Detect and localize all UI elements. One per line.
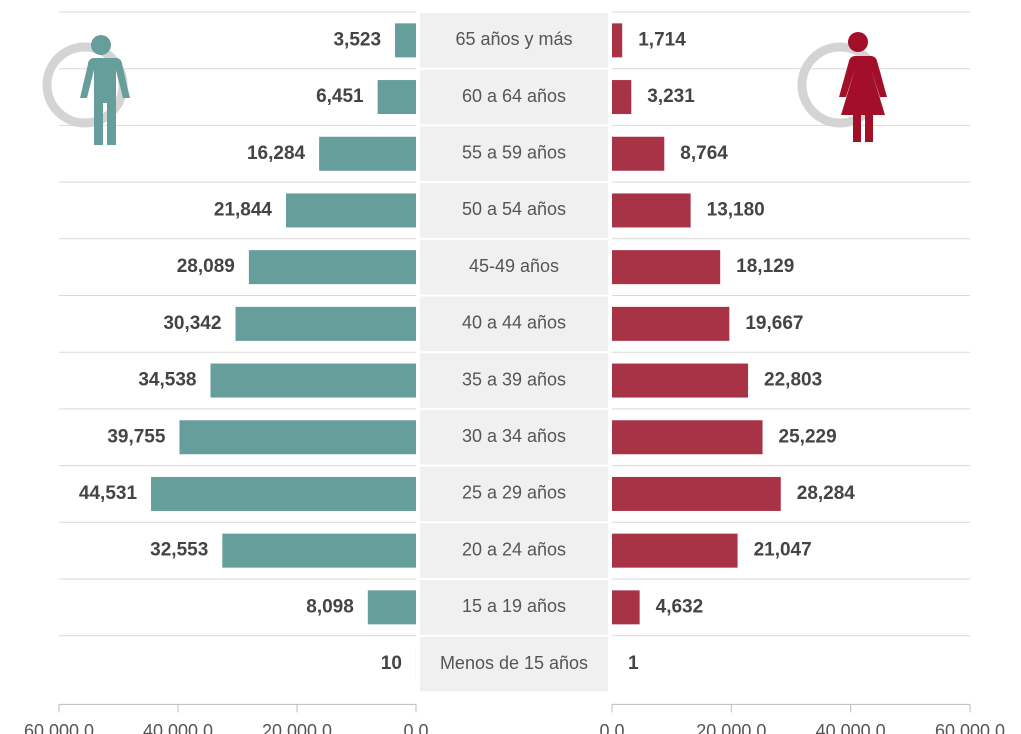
bar: [210, 363, 416, 398]
x-tick-label: 20,000.0: [696, 721, 766, 734]
category-band: [420, 239, 608, 295]
bar: [612, 306, 730, 341]
category-label: 55 a 59 años: [462, 143, 566, 163]
male-icon: [42, 35, 130, 145]
data-label: 1,714: [638, 29, 686, 50]
x-tick-label: 40,000.0: [816, 721, 886, 734]
x-tick-label: 0.0: [403, 721, 428, 734]
data-label: 6,451: [316, 86, 364, 107]
data-label: 28,089: [177, 256, 235, 277]
category-label: 15 a 19 años: [462, 596, 566, 616]
x-tick-label: 0.0: [599, 721, 624, 734]
data-label: 34,538: [138, 370, 196, 391]
data-label: 19,667: [745, 313, 803, 334]
bar: [612, 80, 632, 115]
bar: [612, 420, 763, 455]
category-label: 60 a 64 años: [462, 86, 566, 106]
bar: [612, 136, 665, 171]
data-label: 21,047: [754, 540, 812, 561]
x-tick-label: 60,000.0: [24, 721, 94, 734]
category-label: 20 a 24 años: [462, 539, 566, 559]
x-tick-label: 20,000.0: [262, 721, 332, 734]
x-tick-label: 40,000.0: [143, 721, 213, 734]
data-label: 30,342: [163, 313, 221, 334]
bar: [151, 476, 417, 511]
data-label: 18,129: [736, 256, 794, 277]
category-label: Menos de 15 años: [440, 653, 588, 673]
data-label: 3,231: [647, 86, 695, 107]
category-band: [420, 69, 608, 125]
data-label: 32,553: [150, 540, 208, 561]
bar: [612, 590, 640, 625]
category-label: 35 a 39 años: [462, 369, 566, 389]
bar: [377, 80, 416, 115]
category-label: 45-49 años: [469, 256, 559, 276]
data-label: 13,180: [707, 199, 765, 220]
data-label: 28,284: [797, 483, 856, 504]
category-band: [420, 409, 608, 465]
category-band: [420, 126, 608, 182]
category-band: [420, 13, 608, 68]
bar: [612, 23, 623, 58]
bar: [367, 590, 416, 625]
bar: [235, 306, 416, 341]
category-band: [420, 466, 608, 522]
bar: [612, 363, 749, 398]
category-band: [420, 636, 608, 692]
bar: [612, 193, 691, 228]
female-icon: [797, 32, 887, 142]
category-label: 40 a 44 años: [462, 313, 566, 333]
category-band: [420, 523, 608, 578]
data-label: 16,284: [247, 143, 306, 164]
bar: [612, 250, 721, 285]
x-tick-label: 60,000.0: [935, 721, 1005, 734]
bar: [395, 23, 416, 58]
data-label: 44,531: [79, 483, 138, 504]
category-band: [420, 183, 608, 238]
data-label: 4,632: [656, 596, 704, 617]
data-label: 1: [628, 653, 639, 674]
category-label: 65 años y más: [455, 29, 572, 49]
category-label: 30 a 34 años: [462, 426, 566, 446]
category-label: 25 a 29 años: [462, 483, 566, 503]
data-label: 39,755: [107, 426, 166, 447]
data-label: 25,229: [779, 426, 837, 447]
category-band: [420, 580, 608, 635]
bar: [179, 420, 416, 455]
data-label: 8,764: [680, 143, 728, 164]
bar: [222, 533, 416, 568]
bar: [319, 136, 416, 171]
data-label: 21,844: [214, 199, 273, 220]
category-band: [420, 353, 608, 408]
bar: [286, 193, 416, 228]
bar: [612, 533, 738, 568]
category-band: [420, 296, 608, 352]
bar: [248, 250, 416, 285]
data-label: 22,803: [764, 370, 822, 391]
bar: [612, 476, 781, 511]
category-label: 50 a 54 años: [462, 199, 566, 219]
data-label: 8,098: [306, 596, 354, 617]
data-label: 3,523: [333, 29, 381, 50]
data-label: 10: [381, 653, 402, 674]
